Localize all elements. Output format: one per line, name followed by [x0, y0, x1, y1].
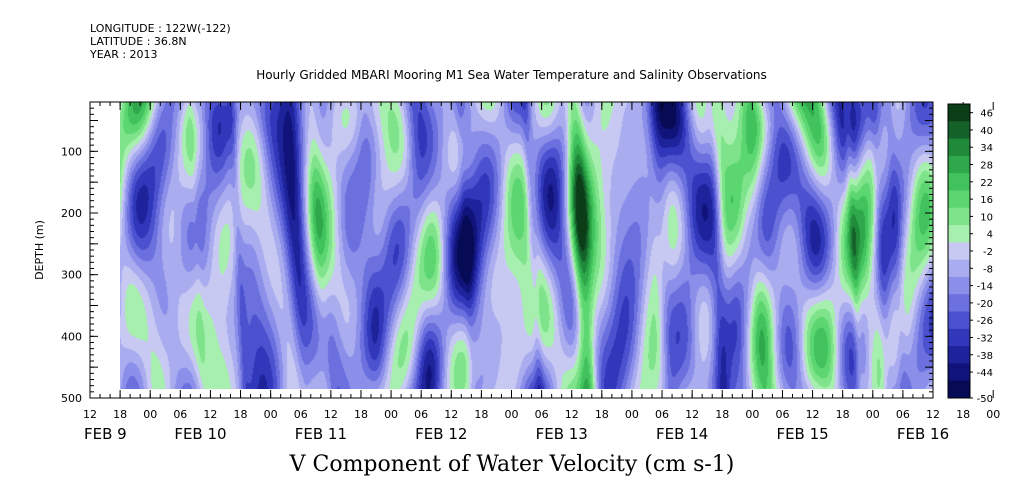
colorbar-label: 16 — [980, 195, 993, 206]
x-date-label: FEB 14 — [656, 425, 708, 443]
x-hour-tick-label: 12 — [83, 408, 97, 421]
x-hour-tick-label: 18 — [234, 408, 248, 421]
colorbar-swatch — [948, 190, 970, 209]
colorbar-label: 22 — [980, 178, 993, 189]
colorbar-label: -20 — [977, 299, 993, 310]
x-date-label: FEB 9 — [84, 425, 127, 443]
colorbar-swatch — [948, 104, 970, 122]
colorbar-label: 28 — [980, 161, 993, 172]
metadata-block: LONGITUDE : 122W(-122) LATITUDE : 36.8N … — [90, 22, 231, 61]
colorbar-swatch — [948, 276, 970, 295]
colorbar-label: 10 — [980, 212, 993, 223]
heatmap-field — [120, 102, 933, 389]
y-tick-label: 200 — [61, 207, 82, 220]
x-hour-tick-label: 18 — [715, 408, 729, 421]
colorbar-label: 34 — [980, 143, 993, 154]
colorbar-label: -38 — [977, 351, 993, 362]
colorbar-label: -32 — [977, 333, 993, 344]
colorbar-swatch — [948, 346, 970, 364]
x-hour-tick-label: 06 — [414, 408, 428, 421]
x-hour-tick-label: 00 — [625, 408, 639, 421]
x-date-label: FEB 15 — [776, 425, 828, 443]
colorbar-swatch — [948, 242, 970, 261]
colorbar-label: -26 — [977, 316, 993, 327]
x-date-label: FEB 10 — [174, 425, 226, 443]
x-hour-tick-label: 06 — [896, 408, 910, 421]
x-date-label: FEB 11 — [295, 425, 347, 443]
colorbar-swatch — [948, 207, 970, 226]
colorbar-swatch — [948, 311, 970, 330]
colorbar-label: 4 — [987, 230, 993, 241]
x-date-label: FEB 16 — [897, 425, 949, 443]
x-hour-tick-label: 12 — [203, 408, 217, 421]
x-hour-tick-label: 00 — [505, 408, 519, 421]
y-tick-label: 500 — [61, 392, 82, 405]
colorbar-swatch — [948, 363, 970, 382]
x-hour-tick-label: 12 — [806, 408, 820, 421]
chart-title: Hourly Gridded MBARI Mooring M1 Sea Wate… — [256, 68, 767, 82]
colorbar-label: -14 — [977, 282, 993, 293]
x-hour-tick-label: 06 — [775, 408, 789, 421]
x-hour-tick-label: 06 — [294, 408, 308, 421]
x-hour-tick-label: 18 — [595, 408, 609, 421]
colorbar-swatch — [948, 155, 970, 174]
y-axis-label: DEPTH (m) — [33, 220, 46, 280]
y-tick-label: 400 — [61, 330, 82, 343]
colorbar-label: -50 — [977, 394, 993, 405]
x-hour-tick-label: 12 — [565, 408, 579, 421]
y-tick-label: 300 — [61, 269, 82, 282]
colorbar-swatch — [948, 294, 970, 313]
y-tick-label: 100 — [61, 145, 82, 158]
x-hour-tick-label: 12 — [444, 408, 458, 421]
colorbar-swatch — [948, 328, 970, 347]
x-hour-tick-label: 18 — [354, 408, 368, 421]
colorbar-label: -44 — [977, 368, 993, 379]
x-hour-tick-label: 18 — [836, 408, 850, 421]
x-hour-tick-label: 00 — [866, 408, 880, 421]
x-hour-tick-label: 06 — [655, 408, 669, 421]
x-hour-tick-label: 06 — [535, 408, 549, 421]
colorbar-swatch — [948, 173, 970, 191]
latitude-label: LATITUDE : 36.8N — [90, 35, 187, 48]
colorbar-swatch — [948, 259, 970, 278]
x-hour-tick-label: 12 — [685, 408, 699, 421]
x-date-label: FEB 13 — [536, 425, 588, 443]
colorbar-swatch — [948, 121, 970, 140]
year-label: YEAR : 2013 — [90, 48, 158, 61]
x-hour-tick-label: 00 — [986, 408, 1000, 421]
x-hour-tick-label: 00 — [264, 408, 278, 421]
colorbar-swatch — [948, 380, 970, 399]
colorbar-label: -2 — [983, 247, 993, 258]
x-hour-tick-label: 00 — [384, 408, 398, 421]
longitude-label: LONGITUDE : 122W(-122) — [90, 22, 231, 35]
x-hour-tick-label: 12 — [926, 408, 940, 421]
x-date-label: FEB 12 — [415, 425, 467, 443]
x-hour-tick-label: 18 — [956, 408, 970, 421]
x-hour-tick-label: 18 — [474, 408, 488, 421]
x-hour-tick-label: 12 — [324, 408, 338, 421]
colorbar-label: 46 — [980, 109, 993, 120]
colorbar-label: 40 — [980, 126, 993, 137]
x-hour-tick-label: 06 — [173, 408, 187, 421]
x-hour-tick-label: 18 — [113, 408, 127, 421]
colorbar-swatch — [948, 138, 970, 157]
colorbar-swatch — [948, 225, 970, 243]
colorbar-label: -8 — [983, 264, 993, 275]
x-hour-tick-label: 00 — [143, 408, 157, 421]
x-hour-tick-label: 00 — [745, 408, 759, 421]
chart-subtitle: V Component of Water Velocity (cm s-1) — [289, 452, 735, 477]
